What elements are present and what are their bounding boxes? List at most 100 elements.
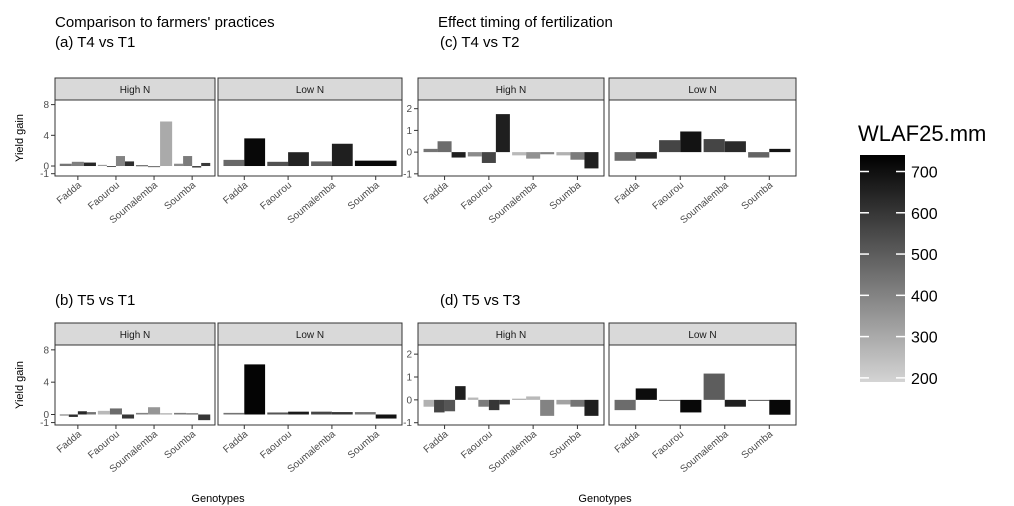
- x-tick-label: Fadda: [221, 180, 250, 207]
- bar: [584, 152, 599, 169]
- bar: [148, 166, 161, 168]
- x-tick-label: Soumalemba: [678, 180, 731, 227]
- bar: [748, 152, 770, 158]
- bar: [512, 398, 527, 400]
- bar: [478, 399, 489, 407]
- legend-ticks: 700 600 500 400 300 200: [860, 165, 938, 388]
- bar: [223, 412, 245, 415]
- panel-title: (b) T5 vs T1: [55, 292, 135, 309]
- y-tick-label: -1: [40, 169, 49, 180]
- x-axis-title-right: Genotypes: [578, 493, 632, 505]
- facet-strip-label: Low N: [688, 85, 716, 96]
- bar: [512, 152, 527, 156]
- bar: [584, 399, 599, 416]
- y-axis-title: Yield gain: [14, 361, 26, 409]
- x-tick-label: Faourou: [86, 429, 122, 461]
- x-tick-label: Fadda: [422, 180, 451, 207]
- bar: [148, 407, 161, 415]
- bar: [526, 152, 541, 159]
- bar: [375, 414, 397, 419]
- group-title-right: Effect timing of fertilization: [438, 14, 613, 31]
- x-tick-label: Fadda: [613, 180, 642, 207]
- bar: [201, 162, 211, 167]
- bar: [106, 166, 116, 168]
- x-tick-label: Faourou: [459, 429, 495, 461]
- legend-colorbar: [860, 155, 905, 382]
- bar: [174, 163, 184, 167]
- x-tick-label: Soumba: [740, 429, 776, 462]
- bar: [437, 141, 452, 153]
- bar: [68, 414, 78, 417]
- y-tick-label: 1: [406, 126, 412, 137]
- bar: [769, 399, 791, 415]
- bar: [444, 399, 456, 412]
- bar: [467, 152, 482, 157]
- y-axis-title: Yield gain: [14, 114, 26, 162]
- bar: [769, 148, 791, 153]
- x-axis-title-left: Genotypes: [191, 493, 245, 505]
- y-tick-label: -1: [40, 418, 49, 429]
- x-tick-label: Faourou: [86, 180, 122, 212]
- y-tick-label: 4: [43, 378, 49, 389]
- bar: [354, 412, 376, 415]
- bar: [331, 412, 353, 415]
- bar: [59, 163, 72, 167]
- group-title-left: Comparison to farmers' practices: [55, 14, 275, 31]
- bar: [354, 160, 397, 167]
- bar: [680, 131, 702, 153]
- x-tick-label: Soumba: [162, 429, 198, 462]
- bar: [331, 143, 353, 167]
- bar: [288, 411, 309, 415]
- bar: [71, 161, 84, 167]
- legend-tick-label: 600: [911, 206, 938, 223]
- facet-strip-label: High N: [120, 330, 151, 341]
- x-tick-label: Faourou: [651, 429, 687, 461]
- bar: [481, 152, 496, 163]
- bar: [526, 396, 541, 400]
- bar: [451, 152, 466, 158]
- legend-tick-label: 500: [911, 247, 938, 264]
- y-tick-label: 1: [406, 373, 412, 384]
- x-tick-label: Fadda: [55, 180, 84, 207]
- bar: [724, 399, 746, 407]
- facet-plot-area: [608, 344, 797, 426]
- x-tick-label: Soumalemba: [286, 429, 339, 476]
- bar: [635, 152, 657, 159]
- bar: [614, 152, 636, 161]
- bar: [311, 411, 332, 415]
- bar: [659, 140, 681, 153]
- bar: [160, 121, 173, 167]
- x-tick-label: Soumalemba: [487, 180, 540, 227]
- bar: [467, 397, 479, 400]
- facet-strip-label: High N: [496, 85, 527, 96]
- bar: [748, 399, 770, 401]
- bar: [703, 139, 725, 153]
- y-tick-label: 0: [43, 162, 49, 173]
- bar: [97, 164, 107, 167]
- facet-strip-label: High N: [496, 330, 527, 341]
- bar: [115, 156, 125, 167]
- bar: [311, 161, 332, 167]
- x-tick-label: Soumba: [740, 180, 776, 213]
- bar: [556, 399, 571, 405]
- bar: [121, 414, 135, 419]
- bar: [83, 162, 96, 167]
- bar: [423, 399, 435, 407]
- y-tick-label: 0: [43, 410, 49, 421]
- facet-strip-label: Low N: [296, 85, 324, 96]
- legend-tick-label: 300: [911, 330, 938, 347]
- bar: [680, 399, 702, 413]
- y-tick-label: 8: [43, 100, 49, 111]
- bar: [724, 141, 746, 153]
- facet-plot-area: [417, 99, 605, 177]
- x-tick-label: Faourou: [459, 180, 495, 212]
- facet-strip-label: Low N: [296, 330, 324, 341]
- bar: [499, 399, 510, 405]
- x-tick-label: Fadda: [55, 429, 84, 456]
